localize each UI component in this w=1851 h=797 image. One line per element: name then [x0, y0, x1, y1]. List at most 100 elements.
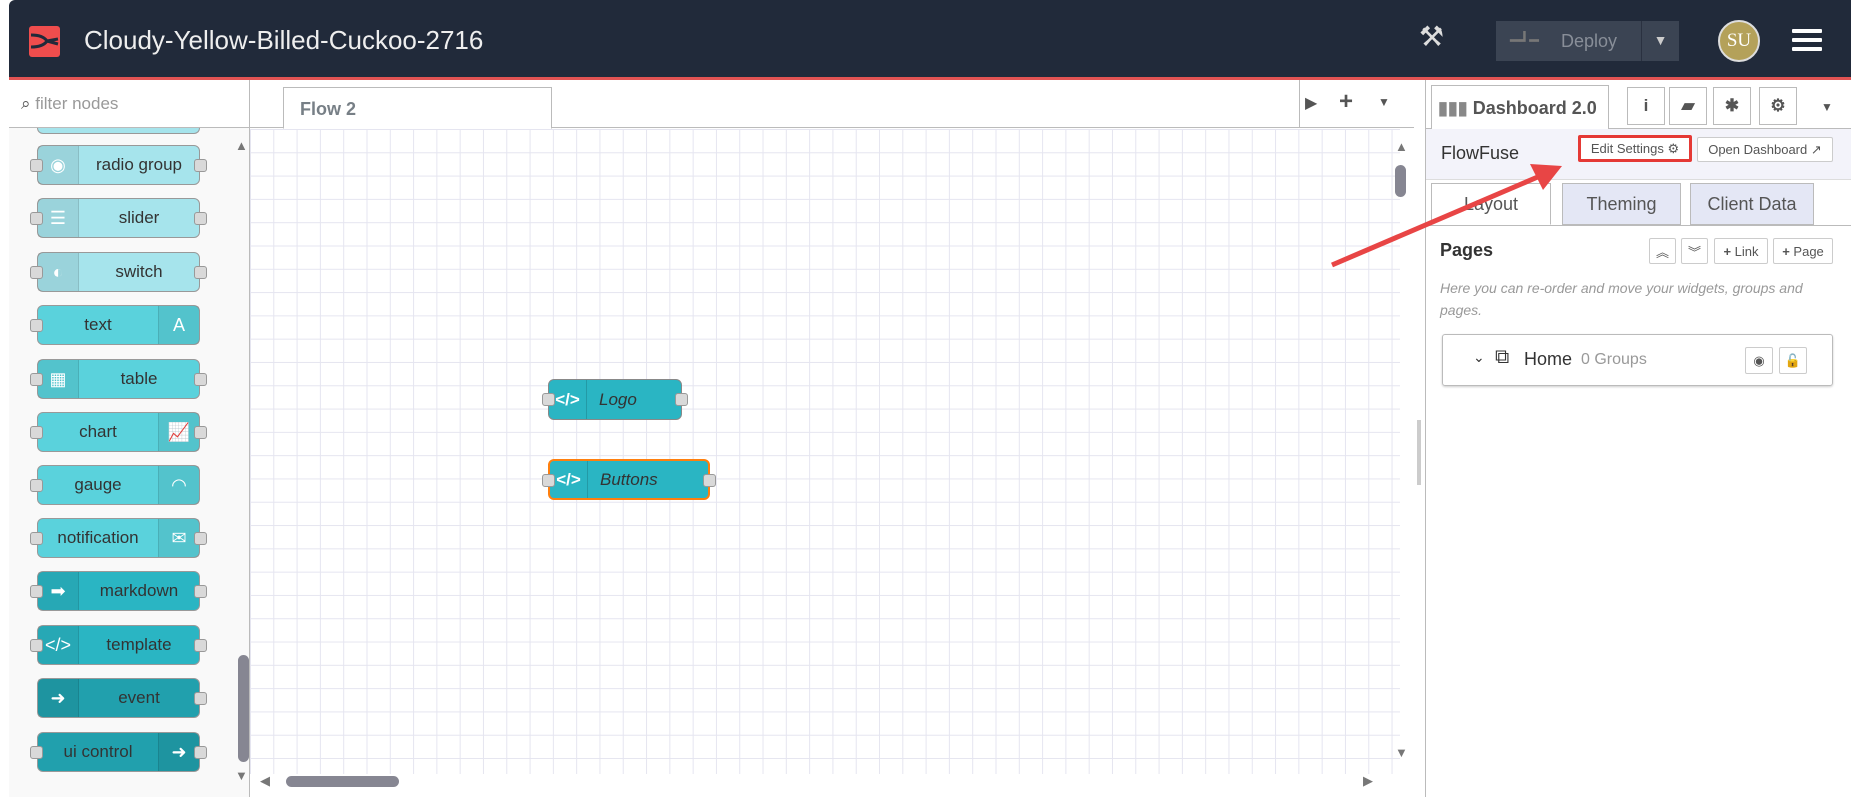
tab-client-data[interactable]: Client Data	[1690, 183, 1814, 225]
input-port[interactable]	[542, 474, 555, 487]
user-avatar[interactable]: SU	[1718, 20, 1760, 62]
flow-node-logo[interactable]: </> Logo	[542, 379, 688, 420]
info-icon[interactable]: i	[1627, 87, 1665, 125]
input-port[interactable]	[542, 393, 555, 406]
palette-node-slider[interactable]: ☰ slider	[30, 198, 207, 238]
node-label: switch	[115, 262, 163, 281]
palette-node-text[interactable]: text A	[30, 305, 200, 345]
flow-list-icon[interactable]: ▼	[1378, 95, 1390, 109]
edit-settings-button[interactable]: Edit Settings ⚙	[1578, 135, 1692, 162]
palette-scroll-down-icon[interactable]: ▼	[235, 768, 248, 783]
chevron-down-icon[interactable]: ⌄	[1473, 349, 1485, 365]
canvas-scroll-up-icon[interactable]: ▲	[1395, 139, 1408, 154]
output-port	[194, 212, 207, 225]
page-name: Home	[1524, 349, 1573, 369]
node-label: Buttons	[600, 469, 658, 489]
canvas-scroll-right-icon[interactable]: ▶	[1363, 773, 1373, 788]
palette-node-event[interactable]: ➜ event	[37, 678, 207, 718]
palette-node-ui-control[interactable]: ui control ➜	[30, 732, 207, 772]
node-label: notification	[57, 528, 139, 547]
sidebar: ▮▮▮ Dashboard 2.0 i ▰ ✱ ⚙ ▼ FlowFuse Edi…	[1425, 80, 1851, 797]
output-port	[194, 373, 207, 386]
palette-node-table[interactable]: ▦ table	[30, 359, 207, 399]
canvas-vertical-scrollbar[interactable]	[1395, 165, 1406, 197]
open-dashboard-button[interactable]: Open Dashboard ↗	[1697, 137, 1833, 162]
deploy-button[interactable]: ━┛━ Deploy ▼	[1496, 21, 1679, 61]
canvas-scroll-left-icon[interactable]: ◀	[260, 773, 270, 788]
deploy-dropdown-icon[interactable]: ▼	[1641, 21, 1679, 61]
output-port[interactable]	[703, 474, 716, 487]
gear-icon[interactable]: ⚙	[1759, 87, 1797, 125]
output-port	[194, 426, 207, 439]
node-label: slider	[118, 208, 160, 227]
code-icon: </>	[38, 626, 79, 664]
palette-node-template[interactable]: </> template	[30, 625, 207, 665]
workspace-tab-bar: Flow 2 ▶ + ▼	[250, 80, 1414, 129]
palette-scrollbar[interactable]	[238, 655, 249, 762]
scroll-tabs-icon[interactable]: ▶	[1305, 95, 1318, 112]
gear-icon: ⚙	[1667, 140, 1680, 156]
tab-layout[interactable]: Layout	[1431, 183, 1551, 225]
node-label: event	[118, 688, 160, 707]
output-port	[194, 532, 207, 545]
node-palette: ⌕ filter nodes ◉ radio group ☰ slider ◐ switc…	[9, 80, 250, 797]
radio-icon: ◉	[38, 146, 79, 184]
page-icon: ⧉	[1495, 346, 1510, 368]
workspace: Flow 2 ▶ + ▼ </> Logo </> Buttons ▲ ▼ ◀ …	[250, 80, 1414, 797]
input-port	[30, 319, 43, 332]
edit-settings-label: Edit Settings	[1590, 141, 1664, 156]
add-page-button[interactable]: + Page	[1773, 238, 1833, 264]
input-port	[30, 585, 43, 598]
input-port	[30, 639, 43, 652]
tab-flow-2[interactable]: Flow 2	[283, 87, 552, 129]
output-port[interactable]	[675, 393, 688, 406]
unlock-icon[interactable]: 🔓	[1779, 347, 1807, 374]
palette-node-markdown[interactable]: ➡ markdown	[30, 571, 207, 611]
node-label: chart	[79, 422, 117, 441]
tab-theming[interactable]: Theming	[1562, 183, 1681, 225]
expand-all-icon[interactable]: ︾	[1681, 238, 1708, 264]
slider-icon: ☰	[38, 199, 79, 237]
code-icon: </>	[549, 380, 587, 419]
header-bar: Cloudy-Yellow-Billed-Cuckoo-2716 ⚒ ━┛━ D…	[9, 0, 1851, 80]
hamburger-menu-icon[interactable]	[1792, 29, 1822, 53]
input-port	[30, 266, 43, 279]
canvas-scroll-down-icon[interactable]: ▼	[1395, 745, 1408, 760]
palette-node-gauge[interactable]: gauge ◠	[30, 465, 200, 505]
tab-dashboard[interactable]: ▮▮▮ Dashboard 2.0	[1431, 85, 1609, 129]
palette-scroll-up-icon[interactable]: ▲	[235, 138, 248, 153]
node-label: radio group	[95, 155, 182, 174]
palette-node-radio-group[interactable]: ◉ radio group	[30, 145, 207, 185]
pages-description: Here you can re-order and move your widg…	[1440, 280, 1803, 318]
flow-node-buttons[interactable]: </> Buttons	[542, 459, 716, 500]
pages-heading: Pages	[1440, 240, 1494, 260]
search-icon: ⌕	[21, 94, 36, 113]
palette-node-switch[interactable]: ◐ switch	[30, 252, 207, 292]
page-item-home[interactable]: ⌄ ⧉ Home 0 Groups ◉ 🔓	[1442, 334, 1833, 386]
palette-node-chart[interactable]: chart 📈	[30, 412, 207, 452]
sidebar-resize-handle[interactable]	[1417, 420, 1421, 485]
eye-icon[interactable]: ◉	[1745, 347, 1773, 374]
output-port	[194, 159, 207, 172]
filter-nodes-input[interactable]: ⌕ filter nodes	[9, 80, 249, 128]
add-link-button[interactable]: + Link	[1714, 238, 1768, 264]
node-label: table	[120, 369, 158, 388]
collapse-all-icon[interactable]: ︽	[1649, 238, 1676, 264]
magic-wand-icon[interactable]: ⚒	[1419, 21, 1445, 52]
line-chart-icon: 📈	[158, 413, 199, 451]
code-icon: </>	[550, 461, 588, 498]
palette-node-notification[interactable]: notification ✉	[30, 518, 207, 558]
input-port	[30, 373, 43, 386]
sidebar-menu-dropdown-icon[interactable]: ▼	[1821, 100, 1833, 114]
deploy-label: Deploy	[1561, 31, 1618, 51]
node-label: gauge	[74, 475, 122, 494]
tab-label: Dashboard 2.0	[1472, 98, 1597, 118]
input-port	[30, 746, 43, 759]
book-icon[interactable]: ▰	[1669, 87, 1707, 125]
flow-canvas[interactable]: </> Logo </> Buttons	[250, 129, 1400, 774]
dashboard-header: FlowFuse Edit Settings ⚙ Open Dashboard …	[1426, 129, 1851, 180]
add-flow-icon[interactable]: +	[1339, 88, 1354, 115]
canvas-horizontal-scrollbar[interactable]	[286, 776, 399, 787]
debug-bug-icon[interactable]: ✱	[1713, 87, 1751, 125]
external-link-icon: ↗	[1810, 141, 1822, 157]
